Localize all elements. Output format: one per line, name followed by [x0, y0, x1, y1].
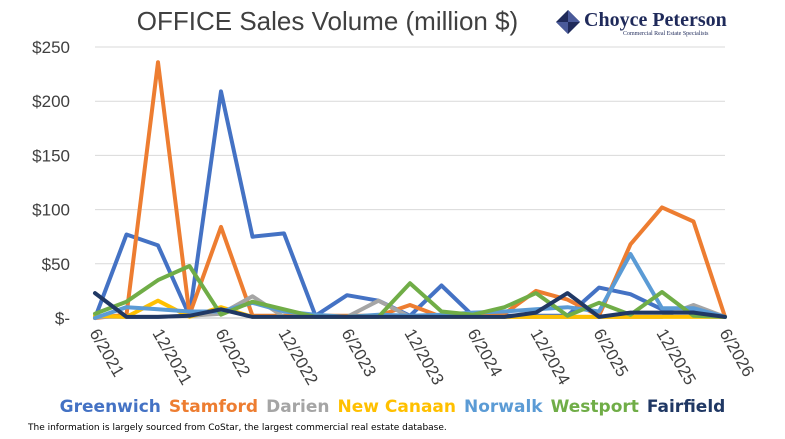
legend-item-westport: Westport: [550, 397, 639, 417]
x-tick-label: 12/2024: [527, 326, 574, 389]
y-tick-label: $50: [42, 255, 70, 274]
legend-item-greenwich: Greenwich: [59, 397, 161, 417]
logo-tagline: Commercial Real Estate Specialists: [623, 31, 709, 37]
y-tick-label: $150: [32, 146, 70, 165]
y-tick-label: $100: [32, 201, 70, 220]
legend-item-fairfield: Fairfield: [646, 397, 726, 417]
x-tick-label: 6/2025: [590, 326, 632, 381]
diamond-logo-icon: [556, 10, 580, 34]
x-tick-label: 6/2024: [464, 326, 506, 381]
series-line-fairfield: [93, 291, 727, 319]
line-chart: $- $50 $100 $150 $200 $250 6/2021 12/2021 6/2022…: [32, 38, 758, 389]
legend: Greenwich Stamford Darien New Canaan Norwalk…: [0, 397, 785, 417]
y-tick-label: $250: [32, 38, 70, 57]
chart-title: OFFICE Sales Volume (million $): [136, 6, 519, 36]
legend-item-stamford: Stamford: [168, 397, 259, 417]
x-tick-label: 12/2022: [275, 326, 322, 389]
logo-name: Choyce Peterson: [584, 9, 727, 31]
gridlines: [95, 46, 725, 319]
x-tick-label: 6/2022: [212, 326, 254, 381]
x-tick-label: 6/2021: [86, 326, 128, 381]
x-tick-label: 6/2023: [338, 326, 380, 381]
series-line-westport: [93, 264, 727, 319]
legend-item-norwalk: Norwalk: [464, 397, 543, 417]
series-lines: [93, 60, 727, 320]
series-line-stamford: [93, 60, 727, 320]
company-logo: Choyce Peterson Commercial Real Estate S…: [553, 7, 733, 43]
legend-item-new-canaan: New Canaan: [337, 397, 456, 417]
x-tick-label: 6/2026: [716, 326, 758, 381]
x-tick-label: 12/2023: [401, 326, 448, 389]
x-tick-label: 12/2025: [653, 326, 700, 389]
footnote: The information is largely sourced from …: [28, 423, 447, 433]
x-tick-label: 12/2021: [149, 326, 196, 389]
y-tick-label: $200: [32, 92, 70, 111]
legend-item-darien: Darien: [266, 397, 330, 417]
y-tick-label: $-: [55, 309, 70, 328]
